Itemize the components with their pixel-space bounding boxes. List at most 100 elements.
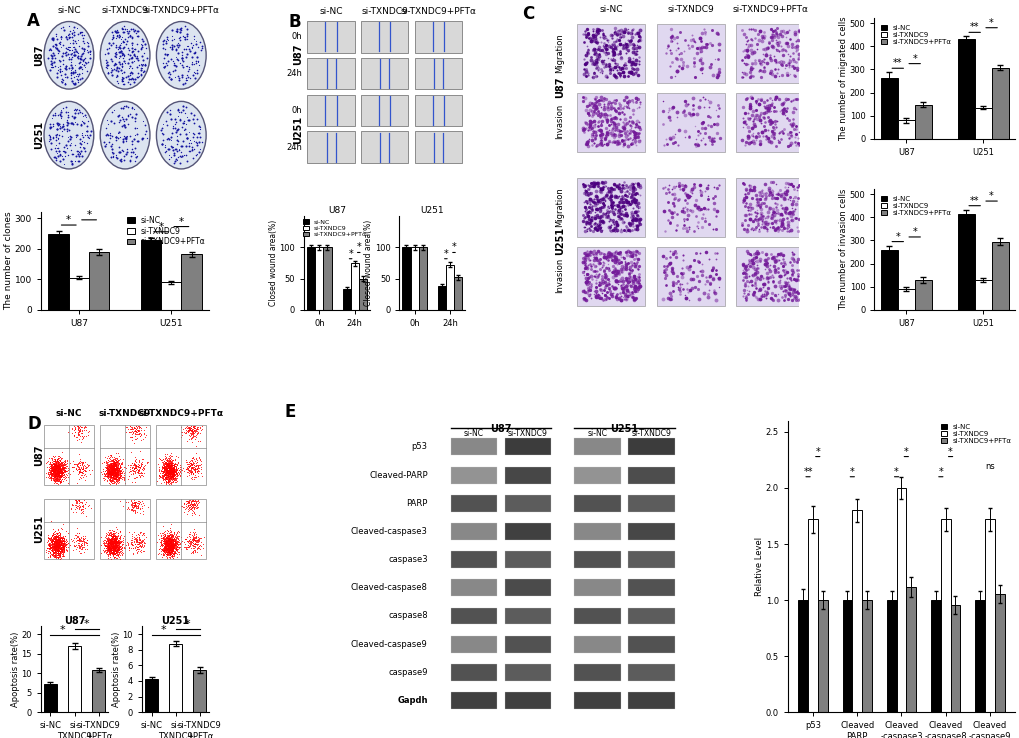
Point [721,381,738,393]
Point [257,328,273,339]
Point [743,356,759,368]
Point [771,324,788,336]
Point [204,385,220,397]
Point [315,399,331,410]
Point [270,341,286,353]
Point [681,303,697,314]
Point [304,301,320,313]
Point [285,346,302,358]
Point [796,331,812,343]
Point [256,262,272,274]
Point [305,378,321,390]
Point [313,277,329,289]
Point [820,404,837,415]
Point [719,377,736,389]
Point [772,387,789,399]
Point [228,298,245,310]
Point [791,291,807,303]
Point [340,239,357,251]
Point [300,318,316,330]
Point [207,275,223,287]
Point [326,280,342,292]
Point [767,331,784,343]
Point [260,302,276,314]
Point [979,278,996,290]
FancyBboxPatch shape [450,523,496,540]
Point [738,261,754,273]
Point [951,390,967,402]
Bar [930,600,940,712]
Point [946,313,962,325]
Point [802,274,818,286]
Point [350,288,366,300]
Point [459,303,475,315]
Point [810,301,826,313]
Point [316,404,332,416]
Point [824,287,841,299]
Point [265,394,281,406]
Point [758,283,774,295]
Point [330,366,346,378]
Point [317,355,333,367]
Point [799,279,815,291]
Point [182,342,199,354]
Point [743,411,759,423]
Point [331,346,347,358]
Point [763,278,780,290]
Point [279,284,296,296]
Point [828,286,845,297]
Point [773,326,790,338]
Point [202,422,218,434]
FancyBboxPatch shape [574,607,620,624]
Point [285,336,302,348]
Point [792,315,808,327]
Point [275,244,291,255]
Point [463,207,479,219]
Point [282,298,299,310]
Point [987,339,1004,351]
Point [306,351,322,363]
Y-axis label: The number of migrated cells: The number of migrated cells [839,16,848,141]
Point [240,285,257,297]
Point [769,393,786,404]
Point [745,341,761,353]
Point [235,264,252,276]
Point [247,267,263,279]
Point [254,367,270,379]
Text: *: * [184,619,191,629]
Point [728,310,744,322]
Point [323,348,339,359]
Point [762,255,779,267]
Point [268,306,284,318]
Point [256,323,272,334]
Point [981,89,998,100]
Point [812,262,828,274]
Point [805,376,821,387]
Point [842,392,858,404]
Point [769,344,786,356]
Point [294,218,311,230]
Point [1003,337,1019,348]
Point [206,403,222,415]
Point [754,359,770,370]
Point [766,312,783,324]
Point [314,325,330,337]
Point [783,364,799,376]
Point [806,326,822,338]
Point [507,286,524,298]
Point [767,362,784,373]
Point [239,308,256,320]
Point [217,283,233,294]
Point [807,349,823,361]
Point [242,417,258,429]
Point [729,354,745,366]
Point [725,290,741,302]
Text: Cleaved-PARP: Cleaved-PARP [369,471,427,480]
Point [292,275,309,286]
Point [226,364,243,376]
Point [790,211,806,223]
Point [796,306,812,318]
Point [815,404,832,415]
Point [787,325,803,337]
Point [201,258,217,270]
